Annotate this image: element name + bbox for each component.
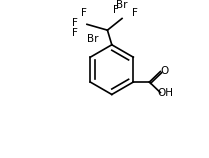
Text: F: F bbox=[81, 8, 87, 18]
Text: Br: Br bbox=[87, 34, 99, 44]
Text: F: F bbox=[113, 5, 119, 15]
Text: O: O bbox=[160, 66, 168, 76]
Text: F: F bbox=[72, 18, 78, 28]
Text: Br: Br bbox=[116, 0, 128, 10]
Text: F: F bbox=[72, 28, 78, 38]
Text: F: F bbox=[132, 8, 138, 18]
Text: OH: OH bbox=[157, 88, 173, 98]
